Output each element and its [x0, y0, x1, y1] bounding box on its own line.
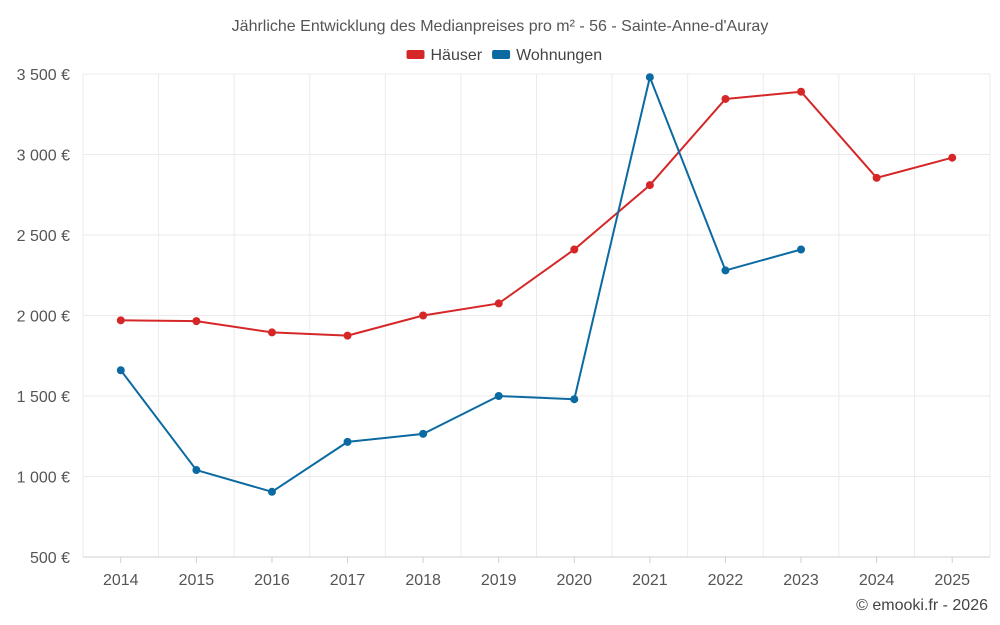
data-point-h-user[interactable]	[570, 245, 579, 254]
data-point-h-user[interactable]	[872, 173, 881, 182]
legend-label: Wohnungen	[516, 47, 602, 64]
data-point-h-user[interactable]	[721, 94, 730, 103]
x-tick-label: 2014	[103, 572, 139, 589]
legend-label: Häuser	[431, 47, 483, 64]
series-line-wohnungen	[119, 76, 802, 493]
data-point-wohnungen[interactable]	[570, 395, 579, 404]
data-point-h-user[interactable]	[797, 87, 806, 96]
legend-swatch	[406, 50, 425, 59]
legend-item-h-user[interactable]: Häuser	[406, 47, 483, 64]
data-point-wohnungen[interactable]	[343, 437, 352, 446]
data-point-wohnungen[interactable]	[192, 466, 201, 475]
data-point-wohnungen[interactable]	[645, 73, 654, 82]
x-tick-label: 2022	[708, 572, 744, 589]
y-tick-label: 1 500 €	[17, 389, 70, 406]
data-point-h-user[interactable]	[419, 311, 428, 320]
x-tick-label: 2024	[859, 572, 895, 589]
x-tick-label: 2016	[254, 572, 290, 589]
data-point-wohnungen[interactable]	[116, 366, 125, 375]
x-tick-label: 2023	[783, 572, 819, 589]
data-point-h-user[interactable]	[343, 331, 352, 340]
x-tick-label: 2025	[934, 572, 970, 589]
series-wohnungen	[116, 73, 806, 496]
x-tick-label: 2019	[481, 572, 517, 589]
x-tick-label: 2018	[405, 572, 441, 589]
data-point-wohnungen[interactable]	[797, 245, 806, 254]
y-tick-label: 2 000 €	[17, 309, 70, 326]
y-tick-label: 2 500 €	[17, 228, 70, 245]
x-tick-label: 2021	[632, 572, 668, 589]
x-tick-label: 2015	[179, 572, 215, 589]
series-layer	[116, 73, 957, 496]
data-point-wohnungen[interactable]	[267, 487, 276, 496]
x-tick-label: 2017	[330, 572, 366, 589]
data-point-h-user[interactable]	[116, 316, 125, 325]
data-point-h-user[interactable]	[192, 317, 201, 326]
grid	[82, 73, 991, 557]
y-tick-label: 500 €	[30, 550, 70, 567]
data-point-wohnungen[interactable]	[419, 429, 428, 438]
x-tick-label: 2020	[556, 572, 592, 589]
data-point-h-user[interactable]	[645, 181, 654, 190]
data-point-wohnungen[interactable]	[494, 392, 503, 400]
series-line-h-user	[120, 90, 953, 337]
y-tick-label: 3 500 €	[17, 67, 70, 84]
y-tick-label: 1 000 €	[17, 470, 70, 487]
credit-label: © emooki.fr - 2026	[856, 597, 988, 614]
data-point-wohnungen[interactable]	[721, 266, 730, 275]
legend-item-wohnungen[interactable]: Wohnungen	[492, 47, 602, 64]
y-tick-label: 3 000 €	[17, 148, 70, 165]
axes: 500 € 1 000 € 1 500 € 2 000 € 2 500 € 3 000 €…	[17, 67, 990, 589]
chart-title: Jährliche Entwicklung des Medianpreises …	[232, 18, 769, 35]
series-h-user	[116, 87, 957, 340]
data-point-h-user[interactable]	[948, 153, 957, 162]
legend-swatch	[492, 50, 511, 59]
legend: Häuser Wohnungen	[406, 47, 602, 64]
data-point-h-user[interactable]	[267, 328, 276, 337]
data-point-h-user[interactable]	[494, 299, 503, 308]
